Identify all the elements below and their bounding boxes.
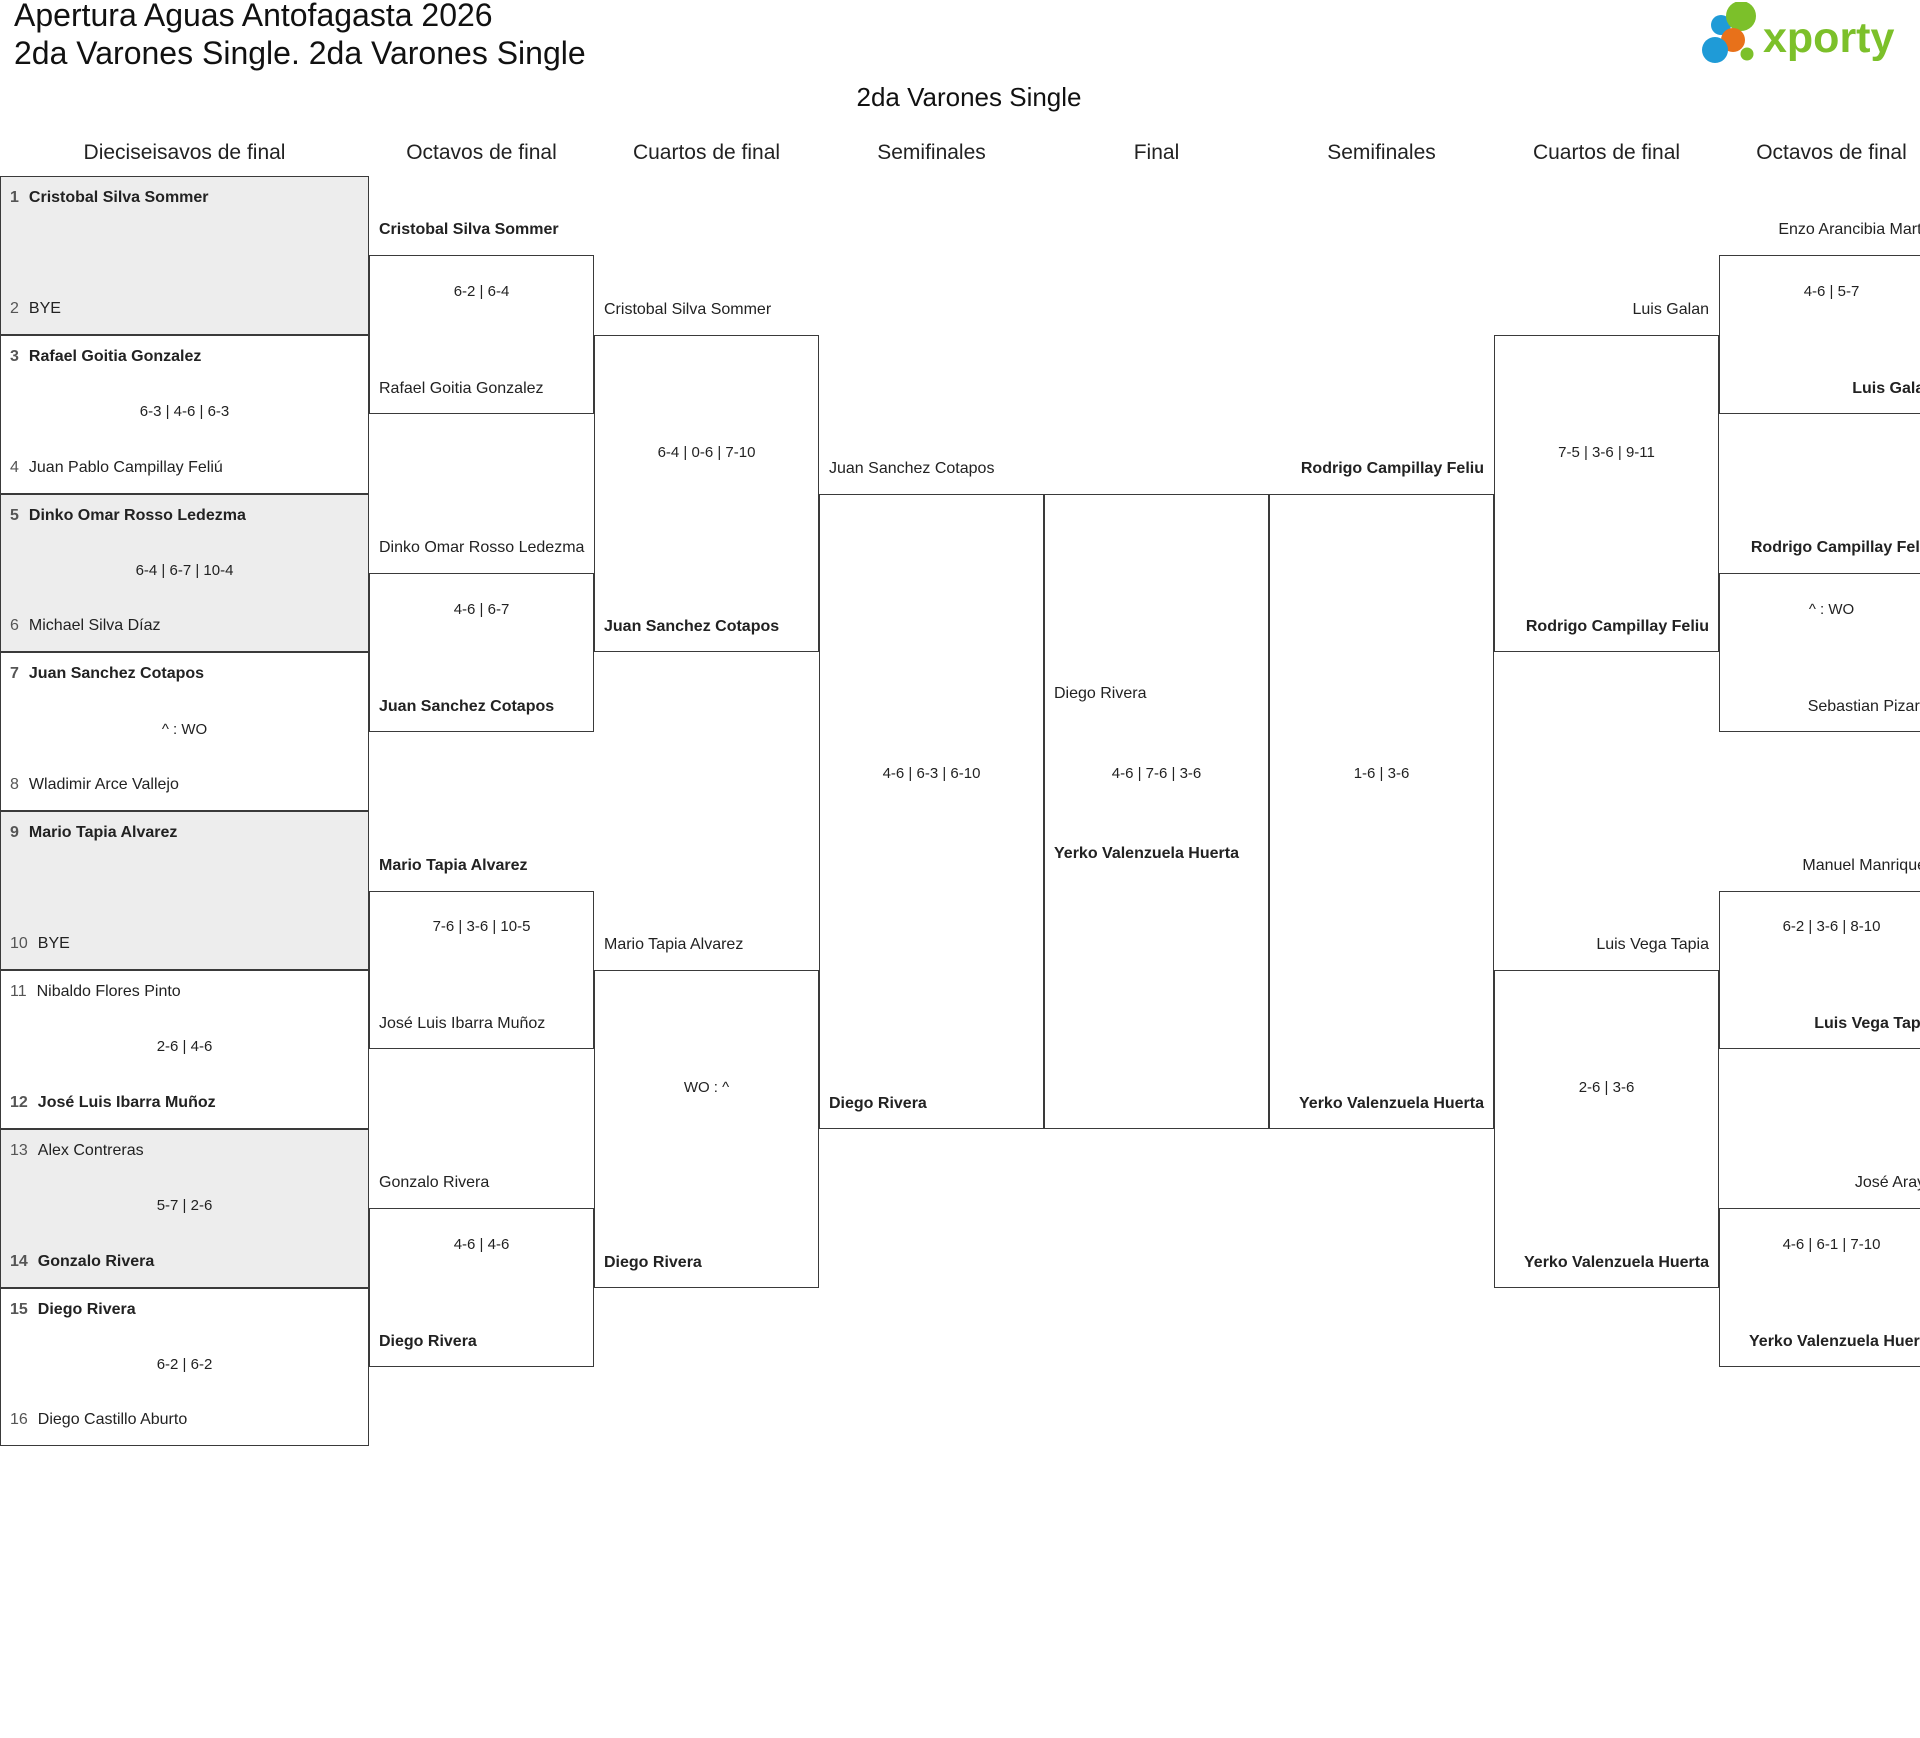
svg-text:xporty: xporty (1763, 14, 1895, 62)
